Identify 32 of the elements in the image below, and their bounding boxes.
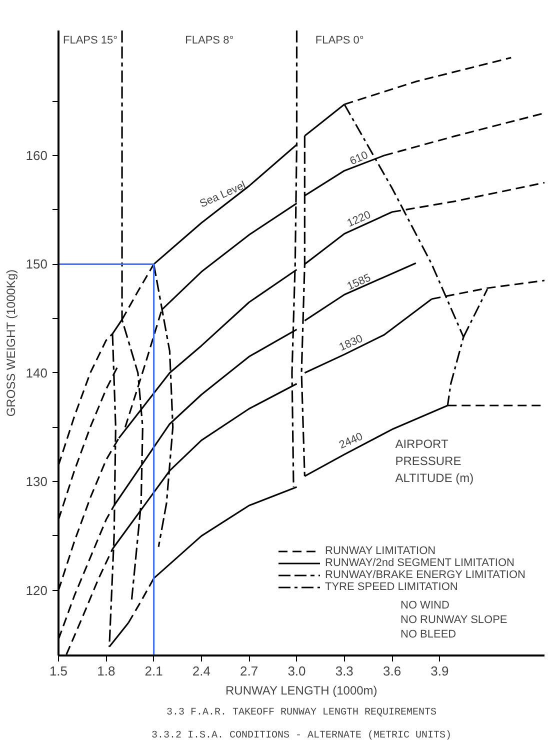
y-tick-label: 140 bbox=[26, 365, 48, 380]
annotation: AIRPORT PRESSURE ALTITUDE (m) bbox=[395, 437, 474, 485]
x-tick-label: 3.3 bbox=[335, 664, 354, 678]
x-tick-label: 1.5 bbox=[49, 664, 68, 678]
x-tick-label: 3.6 bbox=[382, 664, 402, 678]
legend-label: RUNWAY/2nd SEGMENT LIMITATION bbox=[325, 557, 514, 569]
x-tick-label: 2.7 bbox=[240, 664, 258, 678]
y-axis-title: GROSS WEIGHT (1000Kg) bbox=[4, 270, 18, 417]
annotation: 610 bbox=[348, 149, 370, 168]
y-tick-label: 160 bbox=[26, 148, 48, 163]
legend-label: RUNWAY LIMITATION bbox=[325, 545, 436, 557]
y-tick-label: 120 bbox=[26, 582, 48, 598]
annotation: FLAPS 15° bbox=[62, 34, 118, 46]
y-tick-label: 130 bbox=[26, 474, 48, 490]
x-tick-label: 3.9 bbox=[430, 664, 449, 678]
annotation: 1830 bbox=[337, 332, 365, 354]
annotation: NO WIND NO RUNWAY SLOPE NO BLEED bbox=[400, 600, 508, 640]
annotation: 2440 bbox=[337, 430, 365, 452]
annotation: 1220 bbox=[345, 208, 373, 230]
x-tick-label: 3.0 bbox=[288, 664, 306, 678]
x-tick-label: 2.1 bbox=[144, 664, 163, 678]
x-tick-label: 2.4 bbox=[192, 664, 210, 678]
x-axis-title: RUNWAY LENGTH (1000m) bbox=[225, 684, 378, 698]
annotation: FLAPS 0° bbox=[315, 34, 364, 46]
y-tick-label: 150 bbox=[26, 256, 48, 272]
text: 3.3 F.A.R. TAKEOFF RUNWAY LENGTH REQUIREMENTS 3.3.2 I.S.A. CONDITIONS - ALTERNATE (METRIC UNITS) bbox=[151, 708, 452, 742]
annotation: 1585 bbox=[345, 272, 373, 293]
legend-label: RUNWAY/BRAKE ENERGY LIMITATION bbox=[325, 569, 526, 581]
legend-label: TYRE SPEED LIMITATION bbox=[325, 581, 458, 593]
x-tick-label: 1.8 bbox=[97, 664, 116, 678]
annotation: FLAPS 8° bbox=[185, 34, 234, 46]
annotation: Sea Level bbox=[198, 179, 248, 210]
